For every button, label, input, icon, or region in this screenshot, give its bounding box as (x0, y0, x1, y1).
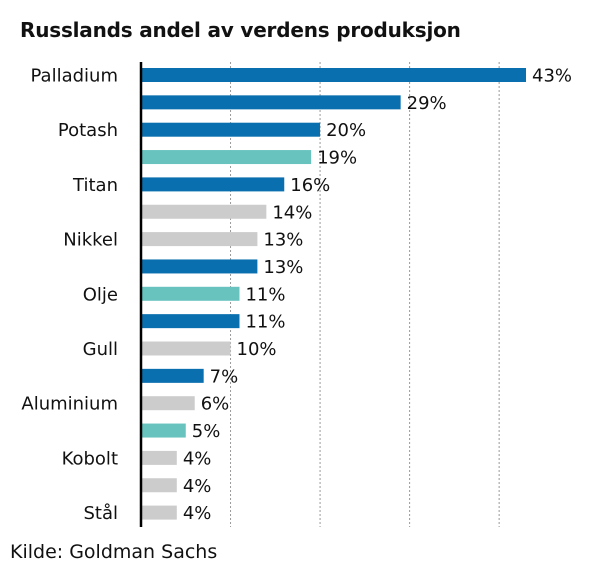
value-label-2: 20% (326, 120, 366, 141)
value-label-9: 11% (245, 312, 285, 333)
category-label-4: Titan (72, 175, 118, 196)
bar-11 (141, 368, 204, 383)
value-label-3: 19% (317, 148, 357, 169)
bar-4 (141, 177, 285, 192)
value-label-12: 6% (201, 394, 230, 415)
bar-15 (141, 478, 177, 493)
chart-title: Russlands andel av verdens produksjon (20, 18, 461, 42)
category-label-14: Kobolt (62, 448, 118, 469)
value-label-1: 29% (407, 93, 447, 114)
category-label-12: Aluminium (21, 394, 118, 415)
value-label-15: 4% (183, 476, 212, 497)
bar-2 (141, 122, 321, 137)
value-label-7: 13% (263, 257, 303, 278)
category-label-8: Olje (83, 284, 118, 305)
bar-12 (141, 396, 195, 411)
value-label-4: 16% (290, 175, 330, 196)
bar-0 (141, 68, 526, 82)
category-label-16: Stål (83, 503, 118, 524)
value-label-13: 5% (192, 421, 221, 442)
bar-7 (141, 259, 258, 274)
bar-14 (141, 450, 177, 465)
category-label-10: Gull (83, 339, 118, 360)
value-label-10: 10% (237, 339, 277, 360)
bar-16 (141, 505, 177, 520)
bar-6 (141, 232, 258, 247)
value-label-16: 4% (183, 503, 212, 524)
value-label-11: 7% (210, 366, 239, 387)
category-label-6: Nikkel (63, 230, 118, 251)
value-label-5: 14% (272, 202, 312, 223)
bar-8 (141, 286, 240, 301)
source-note: Kilde: Goldman Sachs (10, 541, 218, 563)
bar-13 (141, 423, 186, 438)
category-label-2: Potash (58, 120, 118, 141)
value-label-6: 13% (263, 230, 303, 251)
bar-3 (141, 150, 312, 165)
bar-1 (141, 95, 401, 110)
bar-10 (141, 341, 231, 356)
value-label-8: 11% (245, 284, 285, 305)
value-label-0: 43% (532, 66, 572, 87)
bar-5 (141, 204, 267, 219)
bar-9 (141, 314, 240, 329)
category-label-0: Palladium (31, 66, 118, 87)
value-label-14: 4% (183, 448, 212, 469)
